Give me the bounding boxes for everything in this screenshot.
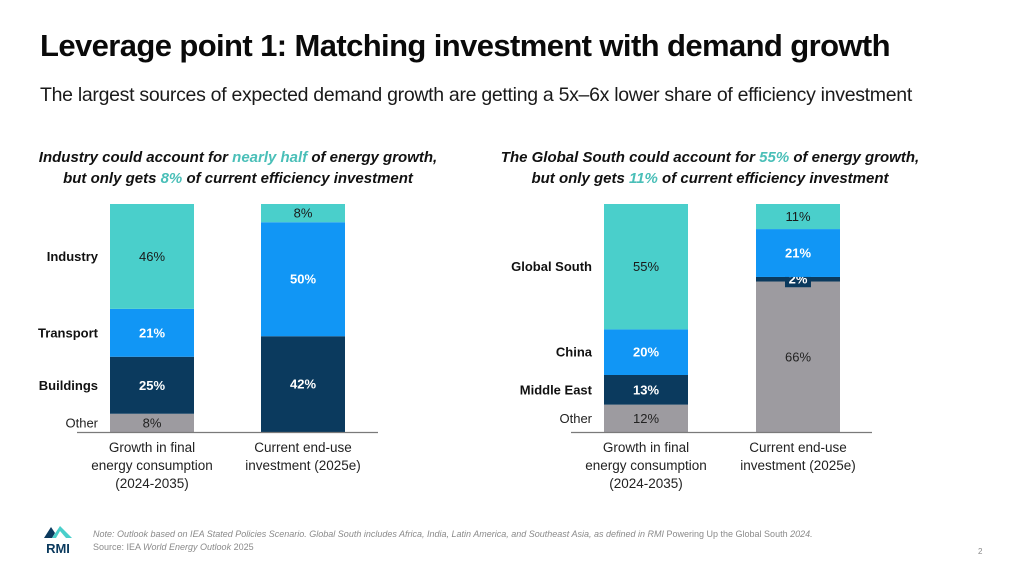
data-label: 13%	[633, 382, 659, 397]
heading-highlight: 11%	[628, 170, 658, 187]
series-label-buildings: Buildings	[39, 378, 98, 393]
data-label: 21%	[139, 325, 165, 340]
heading-text: but only gets	[531, 170, 629, 187]
heading-text: Industry could account for	[38, 149, 233, 166]
bar-segment-middle-east	[604, 375, 688, 405]
note-text: Note: Outlook based on IEA Stated Polici…	[93, 529, 667, 539]
source-text: Source: IEA	[93, 542, 144, 552]
heading-line-1: Industry could account for nearly half o…	[38, 147, 438, 168]
heading-line-2: but only gets 11% of current efficiency …	[490, 168, 930, 189]
rmi-logo-icon: RMI	[44, 526, 72, 556]
data-label: 8%	[143, 415, 162, 430]
heading-line-1: The Global South could account for 55% o…	[490, 147, 930, 168]
x-tick-label: Growth in final	[109, 440, 195, 455]
series-label-other: Other	[559, 411, 592, 426]
bar-segment-buildings	[261, 336, 345, 432]
heading-text: of energy growth,	[789, 149, 920, 166]
x-tick-label: investment (2025e)	[245, 458, 361, 473]
bar-segment-transport	[110, 308, 194, 357]
heading-text: of energy growth,	[307, 149, 438, 166]
heading-text: of current efficiency investment	[182, 170, 413, 187]
data-label: 42%	[290, 377, 316, 392]
series-label-transport: Transport	[38, 325, 99, 340]
heading-highlight: 8%	[160, 170, 183, 187]
bar-segment-global-south	[604, 204, 688, 330]
bar-segment-transport	[261, 222, 345, 337]
left-panel-heading: Industry could account for nearly half o…	[38, 147, 438, 189]
series-label-china: China	[556, 345, 593, 360]
x-tick-label: energy consumption	[91, 458, 213, 473]
note-line: Note: Outlook based on IEA Stated Polici…	[93, 528, 813, 541]
x-tick-label: Growth in final	[603, 440, 689, 455]
x-tick-label: investment (2025e)	[740, 458, 856, 473]
bar-segment-industry	[110, 204, 194, 309]
heading-text: but only gets	[63, 170, 161, 187]
data-label: 20%	[633, 345, 659, 360]
bar-segment-china	[604, 329, 688, 375]
heading-highlight: 55%	[759, 149, 790, 166]
x-tick-label: (2024-2035)	[115, 476, 189, 491]
footnote: Note: Outlook based on IEA Stated Polici…	[93, 528, 813, 554]
bar-segment-other	[604, 404, 688, 432]
data-label: 50%	[290, 272, 316, 287]
slide-subtitle: The largest sources of expected demand g…	[40, 84, 912, 106]
heading-line-2: but only gets 8% of current efficiency i…	[38, 168, 438, 189]
data-label: 11%	[785, 209, 810, 224]
heading-text: of current efficiency investment	[657, 170, 889, 187]
bar-segment-buildings	[110, 356, 194, 414]
note-report-title: Powering Up the Global South	[666, 529, 788, 539]
heading-text: The Global South could account for	[500, 149, 760, 166]
data-label: 8%	[294, 206, 313, 221]
bar-segment-other	[110, 413, 194, 432]
bar-segment-global-south	[756, 204, 840, 230]
data-label: 46%	[139, 249, 165, 264]
note-text: 2024.	[787, 529, 813, 539]
bar-segment-industry	[261, 204, 345, 223]
logo-text: RMI	[46, 541, 70, 556]
data-label: 66%	[785, 349, 811, 364]
x-tick-label: energy consumption	[585, 458, 707, 473]
series-label-global-south: Global South	[511, 259, 592, 274]
source-text: 2025	[231, 542, 254, 552]
data-label: 21%	[785, 246, 811, 261]
heading-highlight: nearly half	[232, 149, 308, 166]
data-label: 55%	[633, 259, 659, 274]
page-number: 2	[978, 547, 983, 556]
slide-title: Leverage point 1: Matching investment wi…	[40, 28, 891, 63]
right-panel-heading: The Global South could account for 55% o…	[490, 147, 930, 189]
bar-segment-china	[756, 229, 840, 277]
series-label-middle-east: Middle East	[520, 382, 593, 397]
x-tick-label: (2024-2035)	[609, 476, 683, 491]
data-label: 25%	[139, 378, 165, 393]
series-label-other: Other	[65, 415, 98, 430]
source-line: Source: IEA World Energy Outlook 2025	[93, 541, 813, 554]
bar-segment-other	[756, 281, 840, 432]
x-tick-label: Current end-use	[254, 440, 352, 455]
source-title: World Energy Outlook	[143, 542, 232, 552]
data-label: 12%	[633, 411, 659, 426]
series-label-industry: Industry	[47, 249, 99, 264]
x-tick-label: Current end-use	[749, 440, 847, 455]
